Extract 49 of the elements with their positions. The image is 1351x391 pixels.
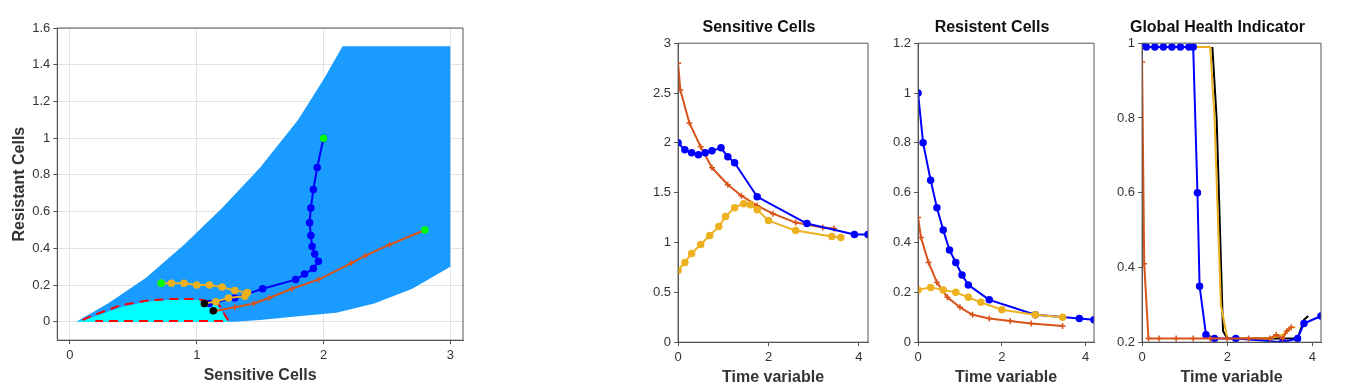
y-tick-label: 0 (663, 333, 672, 349)
x-tick-label: 2 (1223, 348, 1231, 364)
y-axis-title: Resistant Cells (10, 126, 28, 242)
y-tick-label: 0.4 (32, 239, 51, 255)
chart-title: Sensitive Cells (702, 18, 816, 36)
x-axis-title: Time variable (722, 367, 825, 385)
y-tick-label: 0.8 (32, 166, 51, 182)
x-tick-label: 1 (193, 346, 201, 362)
x-tick-label: 0 (1138, 348, 1146, 364)
y-tick-label: 1 (1127, 34, 1136, 50)
y-tick-label: 2 (663, 134, 672, 150)
y-tick-label: 0.8 (1116, 109, 1136, 125)
x-axis-title: Sensitive Cells (203, 365, 317, 383)
y-tick-label: 0.5 (652, 283, 672, 299)
y-tick-label: 0 (43, 313, 51, 329)
y-tick-label: 0.4 (892, 234, 912, 250)
y-tick-label: 0.6 (892, 184, 912, 200)
x-axis-title: Time variable (955, 367, 1058, 385)
x-tick-label: 4 (1308, 348, 1317, 364)
y-tick-label: 1.2 (892, 34, 912, 50)
y-tick-label: 0.6 (1116, 184, 1136, 200)
x-tick-label: 0 (66, 346, 74, 362)
x-tick-label: 2 (998, 348, 1006, 364)
y-tick-label: 0.2 (32, 276, 51, 292)
y-tick-label: 0.2 (892, 283, 912, 299)
x-tick-label: 4 (1082, 348, 1090, 364)
y-tick-label: 0.8 (892, 134, 912, 150)
x-tick-label: 0 (674, 348, 682, 364)
y-tick-label: 1.6 (32, 19, 51, 35)
y-tick-label: 1.2 (32, 93, 51, 109)
y-tick-label: 1.4 (32, 56, 51, 72)
y-tick-label: 2.5 (652, 84, 672, 100)
x-tick-label: 4 (855, 348, 863, 364)
x-tick-label: 3 (446, 346, 454, 362)
y-tick-label: 1 (663, 234, 672, 250)
y-tick-label: 0.4 (1116, 259, 1136, 275)
y-tick-label: 0.6 (32, 203, 51, 219)
y-tick-label: 0 (903, 333, 912, 349)
y-tick-label: 3 (663, 34, 672, 50)
x-tick-label: 0 (914, 348, 922, 364)
chart-title: Global Health Indicator (1129, 18, 1306, 36)
y-tick-label: 1 (43, 129, 51, 145)
y-tick-label: 1 (903, 84, 912, 100)
x-tick-label: 2 (764, 348, 773, 364)
x-tick-label: 2 (319, 346, 328, 362)
y-tick-label: 0.2 (1116, 333, 1136, 349)
chart-title: Resistent Cells (934, 18, 1050, 36)
x-axis-title: Time variable (1180, 367, 1283, 385)
y-tick-label: 1.5 (652, 184, 672, 200)
